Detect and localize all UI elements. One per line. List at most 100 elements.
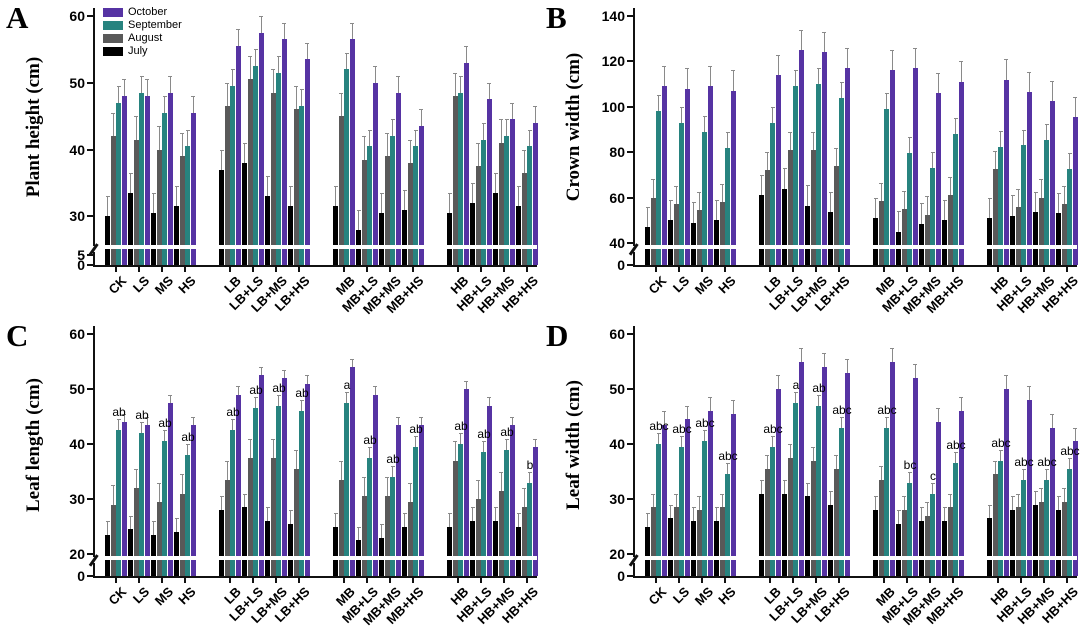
- error-bar-cap: [464, 380, 468, 382]
- bar-LB-october: [235, 394, 241, 576]
- error-bar: [681, 106, 682, 123]
- bar-MB+HS-august: [407, 162, 413, 265]
- error-bar-cap: [936, 72, 940, 74]
- significance-letter: abc: [1060, 443, 1080, 458]
- error-bar: [386, 132, 388, 157]
- x-tick: [343, 267, 345, 272]
- bar-MB+MS-august: [384, 496, 390, 576]
- bar-LB+HS-september: [839, 97, 844, 265]
- bar-MB+MS-october: [395, 92, 401, 265]
- y-tick: [627, 60, 633, 63]
- bar-MB+LS-september: [907, 153, 912, 265]
- x-tick: [275, 578, 277, 583]
- error-bar: [255, 397, 256, 409]
- bar-LB+HS-july: [828, 212, 833, 265]
- error-bar: [283, 22, 285, 40]
- error-bar-cap: [902, 190, 906, 192]
- error-bar-cap: [225, 460, 229, 462]
- error-bar: [652, 179, 654, 198]
- error-bar-cap: [413, 435, 418, 437]
- error-bar: [949, 177, 951, 196]
- bar-CK-october: [661, 86, 667, 265]
- bar-LB-july: [759, 195, 764, 265]
- panel-letter-d: D: [546, 318, 569, 353]
- y-tick: [627, 443, 633, 445]
- error-bar-cap: [288, 186, 293, 188]
- error-bar: [1035, 490, 1036, 505]
- error-bar: [886, 416, 887, 428]
- error-bar-cap: [1004, 59, 1008, 61]
- bar-HB+MS-july: [1033, 212, 1038, 265]
- error-bar: [812, 446, 814, 461]
- legend-swatch-october: [103, 7, 123, 17]
- bar-HS-september: [185, 455, 190, 576]
- error-bar-cap: [805, 482, 810, 484]
- bar-HS-august: [179, 493, 185, 576]
- error-bar-cap: [674, 186, 678, 188]
- y-axis-line: [633, 326, 635, 578]
- error-bar-cap: [242, 493, 247, 495]
- y-axis-line: [633, 8, 635, 267]
- bar-LB+HS-august: [833, 165, 839, 265]
- error-bar: [472, 507, 473, 521]
- bar-LB+MS-september: [816, 405, 821, 576]
- error-bar: [381, 523, 382, 538]
- bar-LS-september: [139, 92, 144, 265]
- legend-item-july: July: [103, 45, 182, 57]
- error-bar: [721, 493, 723, 508]
- bar-LB+LS-september: [793, 402, 798, 576]
- error-bar-cap: [259, 367, 263, 368]
- bar-MB-august: [338, 116, 344, 265]
- error-bar: [176, 518, 177, 532]
- significance-letter: abc: [649, 419, 669, 433]
- error-bar-cap: [702, 430, 707, 432]
- error-bar: [392, 119, 393, 137]
- error-bar: [818, 394, 819, 406]
- significance-letter: b: [526, 457, 534, 472]
- error-bar-cap: [145, 79, 149, 81]
- error-bar-cap: [504, 119, 509, 121]
- bar-LB+MS-july: [805, 205, 810, 265]
- error-bar: [374, 386, 376, 395]
- error-bar-cap: [180, 132, 184, 134]
- error-bar: [409, 482, 411, 502]
- bar-LB-october: [775, 389, 781, 576]
- error-bar: [511, 102, 513, 120]
- error-bar: [232, 69, 233, 87]
- bar-MS-september: [702, 131, 707, 265]
- error-bar: [704, 430, 705, 442]
- significance-letter: bc: [903, 457, 917, 472]
- error-bar-cap: [344, 391, 349, 393]
- error-bar-cap: [993, 460, 997, 462]
- error-bar: [369, 129, 370, 147]
- y-tick-label: 80: [609, 144, 625, 161]
- legend-label: September: [128, 18, 182, 31]
- y-tick: [87, 553, 93, 555]
- error-bar: [960, 397, 962, 411]
- bar-MB-september: [344, 402, 349, 576]
- x-tick: [412, 578, 414, 583]
- error-bar-cap: [464, 46, 468, 48]
- legend-item-august: August: [103, 32, 182, 44]
- error-bar: [932, 482, 933, 494]
- bar-HB+HS-july: [1056, 510, 1061, 576]
- error-bar: [340, 92, 342, 117]
- y-tick: [87, 333, 93, 335]
- bar-LS-august: [673, 507, 679, 576]
- bar-LS-september: [139, 433, 144, 576]
- x-tick: [952, 267, 954, 272]
- bar-HB+LS-july: [1010, 215, 1015, 265]
- bar-LS-september: [679, 122, 684, 265]
- error-bar: [374, 66, 376, 83]
- error-bar-cap: [271, 69, 275, 71]
- error-bar-cap: [294, 86, 298, 88]
- error-bar-cap: [1016, 493, 1020, 495]
- bar-LB+HS-september: [839, 427, 844, 576]
- legend-label: August: [128, 31, 163, 44]
- x-axis-line: [93, 576, 537, 578]
- bar-LB-august: [764, 468, 770, 576]
- error-bar-cap: [259, 16, 263, 17]
- error-bar: [483, 441, 484, 453]
- y-tick-label: 5: [77, 247, 85, 263]
- y-tick: [627, 105, 633, 108]
